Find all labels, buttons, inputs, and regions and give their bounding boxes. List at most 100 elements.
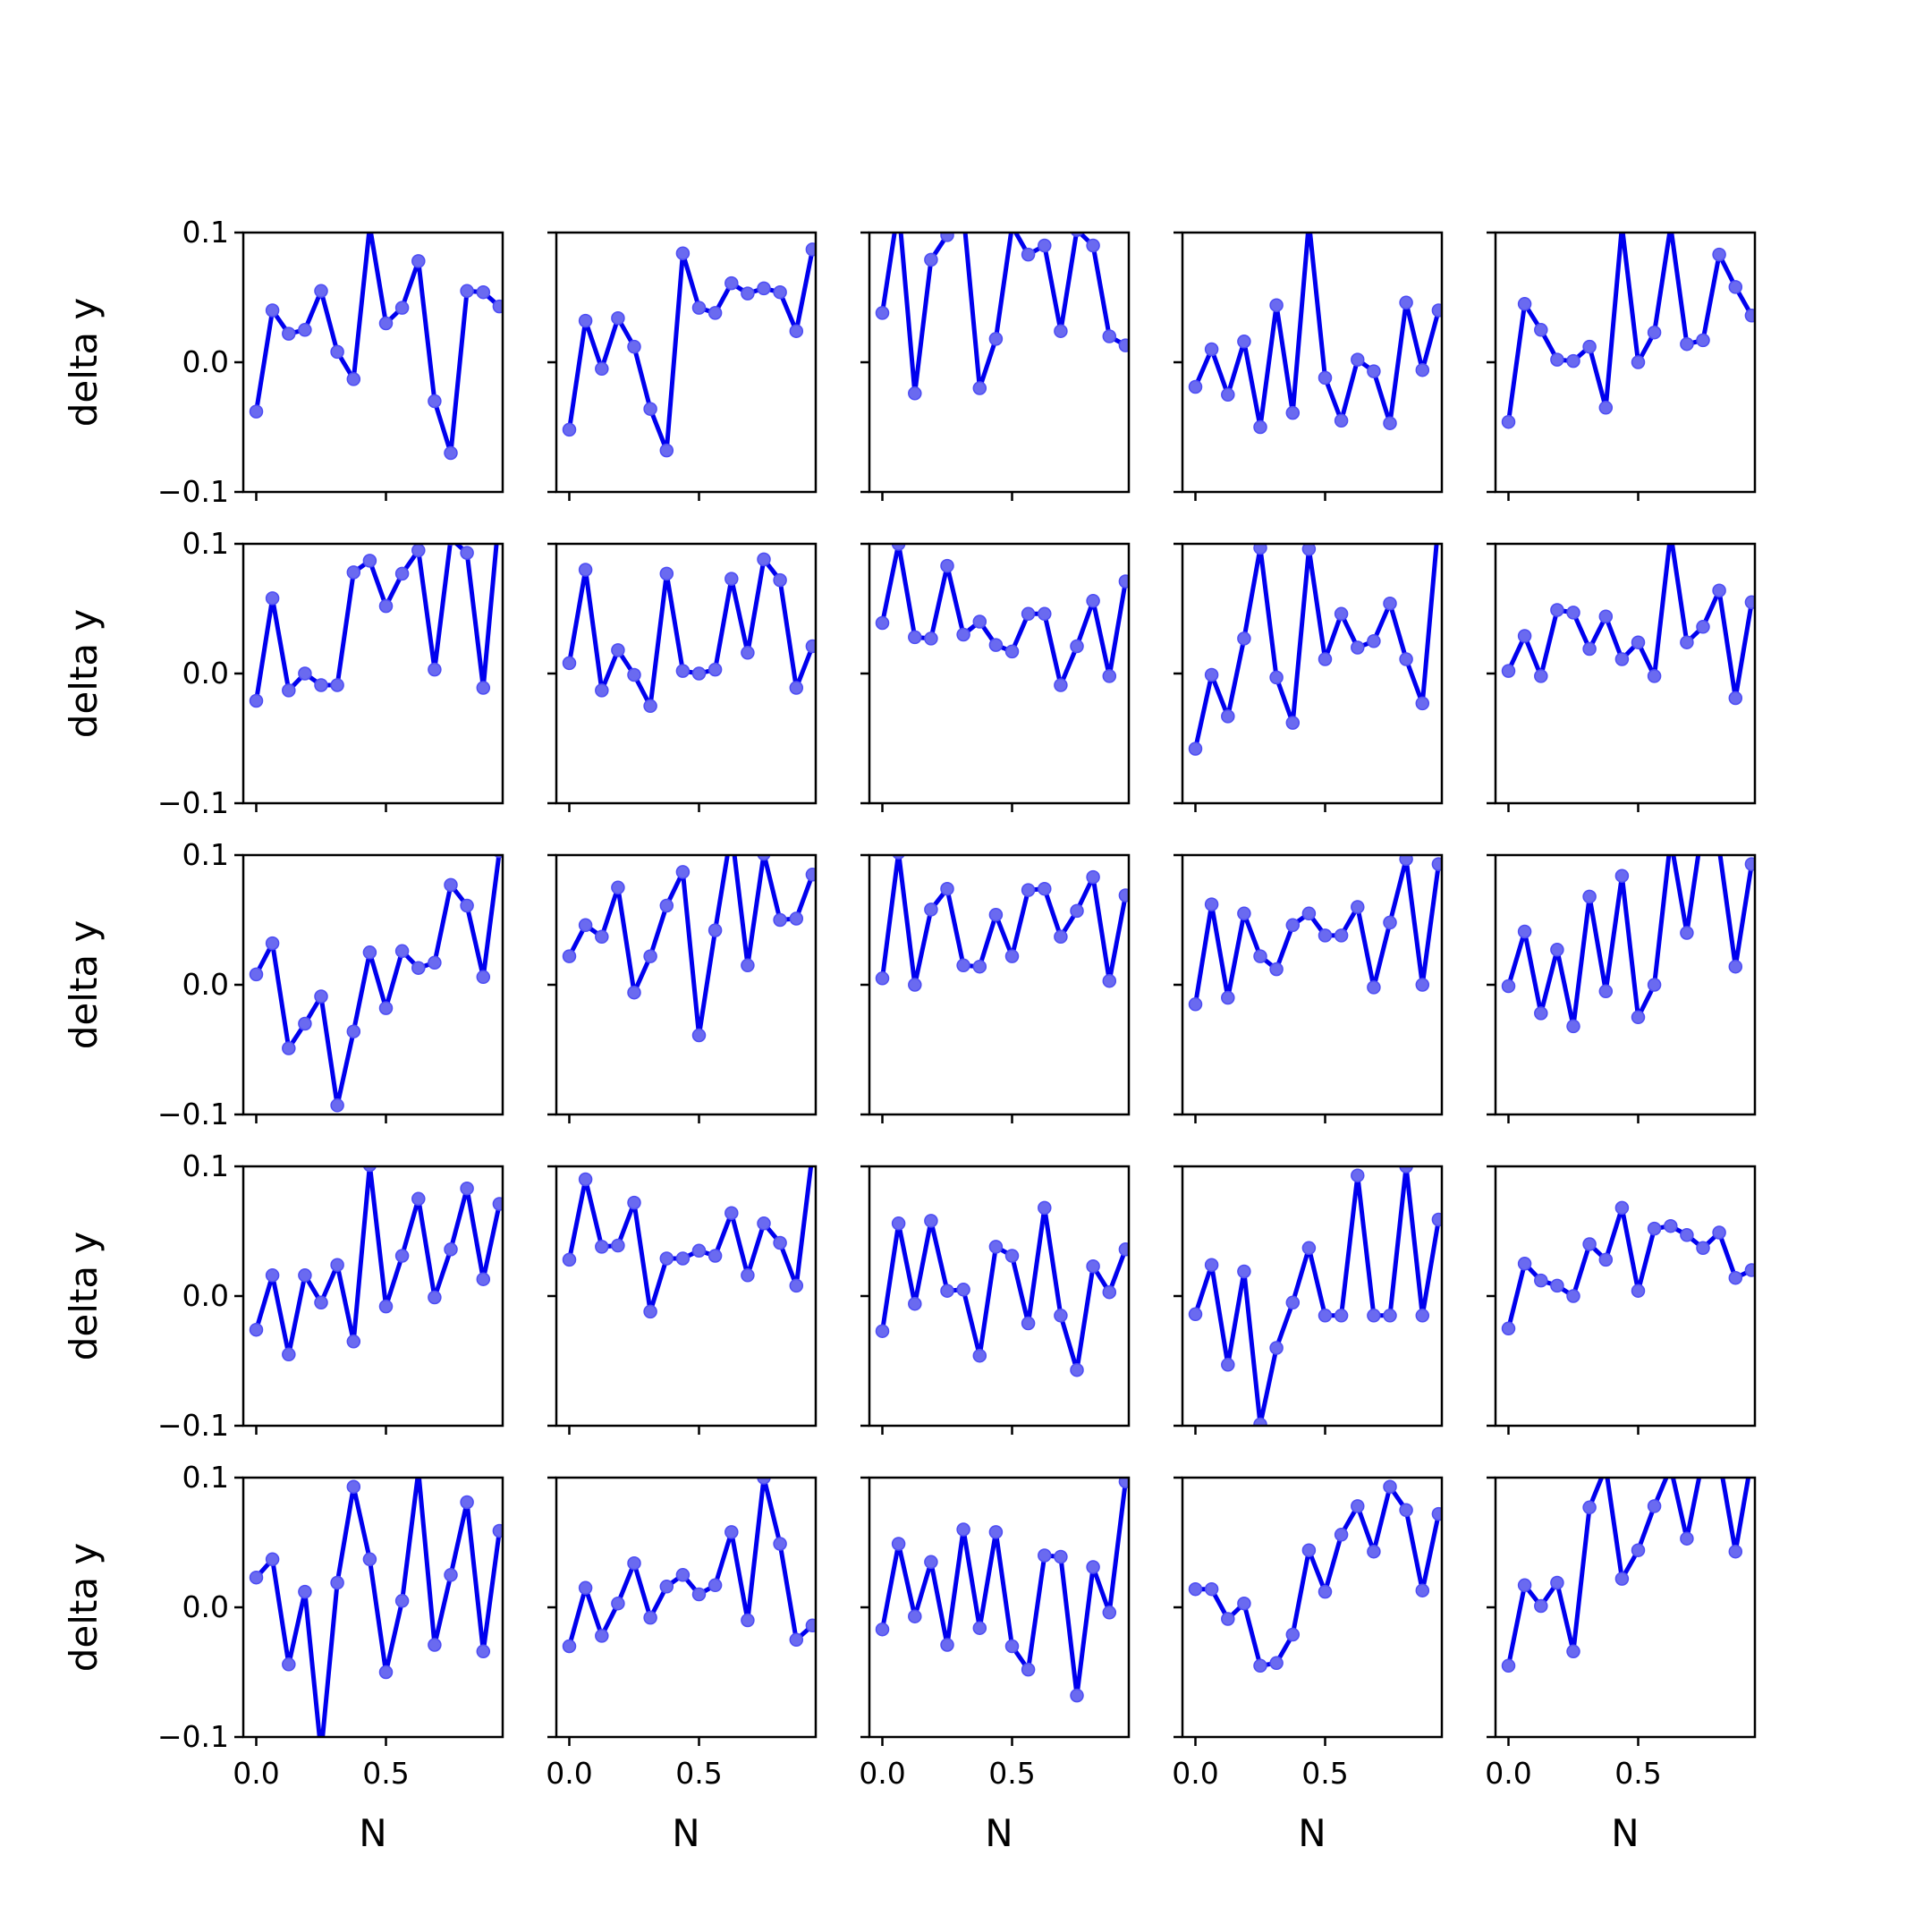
subplot-r5-c3: 0.0 0.5 N — [859, 1476, 1131, 1855]
data-point — [875, 306, 890, 320]
data-point — [1070, 903, 1084, 919]
subplot-r1-c1: 0.1 0.0 −0.1 delta y — [62, 215, 504, 509]
data-point — [1614, 869, 1630, 883]
data-point — [627, 667, 641, 682]
data-point — [1712, 247, 1726, 262]
data-point — [428, 955, 442, 970]
plot-area — [1501, 1452, 1758, 1674]
data-point — [643, 1304, 657, 1319]
data-point — [1745, 1452, 1758, 1464]
data-point — [1367, 364, 1381, 378]
data-point — [476, 284, 491, 300]
data-point — [708, 1578, 723, 1593]
data-point — [444, 877, 458, 893]
data-point — [1367, 1544, 1381, 1559]
data-point — [1534, 669, 1548, 683]
data-point — [773, 912, 787, 928]
subplot-r3-c3 — [860, 853, 1131, 1123]
data-point — [957, 207, 970, 219]
series-line — [880, 1480, 1128, 1699]
data-point — [1102, 329, 1117, 343]
data-point — [578, 1580, 593, 1596]
axes-frame — [555, 1476, 818, 1739]
data-point — [411, 1191, 426, 1207]
data-point — [1598, 401, 1614, 415]
data-point — [1664, 1218, 1678, 1233]
data-point — [411, 254, 426, 268]
data-point — [924, 1555, 938, 1570]
data-point — [1301, 544, 1317, 556]
y-tick-label: −0.1 — [157, 1097, 229, 1131]
data-point — [1021, 247, 1036, 262]
data-point — [725, 825, 738, 837]
y-axis-label: delta y — [62, 920, 106, 1050]
data-point — [891, 544, 906, 551]
data-point — [1038, 881, 1052, 896]
data-point — [249, 967, 264, 982]
data-point — [1647, 978, 1662, 992]
data-point — [1070, 639, 1084, 654]
data-point — [314, 284, 328, 299]
data-point — [428, 1290, 442, 1305]
data-point — [1285, 1295, 1301, 1310]
data-point — [1004, 644, 1020, 659]
data-point — [249, 693, 264, 708]
data-point — [1566, 1019, 1580, 1034]
subplot-r1-c2 — [547, 231, 818, 501]
data-point — [362, 554, 377, 568]
data-point — [875, 1622, 890, 1637]
data-point — [265, 1268, 280, 1283]
data-point — [562, 949, 577, 963]
subplot-r1-c3 — [860, 207, 1131, 501]
y-tick-label: −0.1 — [157, 1719, 229, 1754]
data-point — [1237, 631, 1251, 646]
data-point — [428, 1638, 442, 1652]
data-point — [1517, 924, 1532, 939]
data-point — [1102, 973, 1117, 988]
data-point — [1086, 594, 1100, 608]
data-point — [1680, 635, 1694, 649]
data-point — [1501, 979, 1516, 994]
data-point — [773, 572, 787, 588]
data-point — [659, 443, 674, 458]
data-point — [908, 630, 922, 645]
data-point — [988, 1240, 1004, 1254]
data-point — [1334, 928, 1349, 943]
data-point — [1102, 669, 1117, 683]
x-axis-label: N — [359, 1811, 386, 1855]
data-point — [1582, 1237, 1597, 1251]
data-point — [1713, 1452, 1725, 1464]
data-point — [1004, 949, 1020, 963]
data-point — [1070, 1688, 1084, 1703]
data-point — [1631, 1543, 1646, 1557]
series-line — [254, 1478, 502, 1737]
data-point — [346, 565, 361, 580]
data-point — [562, 1252, 577, 1267]
data-point — [1237, 1264, 1251, 1279]
data-point — [724, 1525, 739, 1539]
data-point — [691, 301, 707, 315]
data-point — [394, 301, 410, 315]
subplot-r4-c2 — [547, 1165, 818, 1435]
data-point — [346, 1479, 361, 1494]
x-tick-label: 0.0 — [859, 1756, 905, 1791]
plot-area — [875, 1478, 1129, 1703]
data-point — [578, 918, 593, 933]
data-point — [1728, 959, 1743, 974]
data-point — [611, 880, 625, 895]
data-point — [627, 1195, 641, 1210]
plot-area — [249, 1478, 503, 1737]
data-point — [1318, 370, 1333, 386]
data-point — [988, 1525, 1004, 1539]
plot-area — [562, 825, 816, 1043]
data-point — [1431, 1212, 1442, 1227]
data-point — [1102, 1284, 1117, 1300]
plot-area — [1188, 544, 1439, 756]
data-point — [1086, 238, 1100, 253]
x-tick-label: 0.5 — [362, 1756, 409, 1791]
data-point — [875, 971, 890, 986]
y-axis-label: delta y — [62, 609, 106, 739]
data-point — [691, 1028, 707, 1043]
data-point — [249, 1570, 264, 1585]
data-point — [578, 1172, 593, 1187]
